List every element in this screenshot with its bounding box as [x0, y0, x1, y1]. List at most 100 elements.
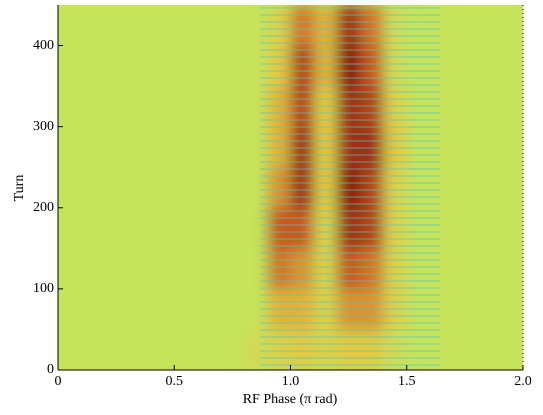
heatmap-cell [499, 45, 523, 87]
heatmap-cell [197, 167, 222, 209]
heatmap [58, 5, 523, 370]
x-tick-label: 2.0 [514, 374, 532, 389]
heatmap-cell [476, 207, 501, 249]
heatmap-cell [174, 126, 198, 168]
heatmap-cell [104, 288, 129, 330]
heatmap-cell [127, 248, 152, 290]
heatmap-cell [499, 167, 523, 209]
heatmap-cell [476, 126, 501, 168]
heatmap-cell [81, 126, 105, 168]
heatmap-cell [174, 288, 198, 330]
heatmap-cell [197, 126, 222, 168]
heatmap-cell [81, 86, 105, 128]
heatmap-cell [220, 207, 245, 249]
heatmap-cell [151, 5, 175, 47]
heatmap-cell [453, 5, 477, 47]
heatmap-cell [220, 248, 245, 290]
heatmap-cell [174, 207, 198, 249]
heatmap-cell [197, 86, 222, 128]
heatmap-cell [453, 207, 477, 249]
y-tick-label: 300 [33, 119, 54, 134]
heatmap-cell [453, 167, 477, 209]
heatmap-cell [197, 329, 222, 370]
heatmap-cell [58, 329, 82, 370]
heatmap-cell [151, 45, 175, 87]
heatmap-cell [220, 329, 245, 370]
heatmap-cell [476, 5, 501, 47]
heatmap-cell [81, 248, 105, 290]
y-tick-label: 0 [47, 362, 54, 377]
heatmap-cell [476, 329, 501, 370]
heatmap-cell [197, 207, 222, 249]
heatmap-cell [151, 86, 175, 128]
heatmap-cell [499, 329, 523, 370]
heatmap-cell [220, 126, 245, 168]
heatmap-cell [104, 45, 129, 87]
heatmap-cell [174, 45, 198, 87]
heatmap-cell [151, 126, 175, 168]
y-tick-label: 400 [33, 38, 54, 53]
heatmap-cell [453, 248, 477, 290]
heatmap-cell [174, 329, 198, 370]
heatmap-cell [453, 288, 477, 330]
heatmap-cell [499, 5, 523, 47]
heatmap-cell [104, 167, 129, 209]
heatmap-cell [127, 207, 152, 249]
heatmap-cell [81, 288, 105, 330]
heatmap-cell [476, 86, 501, 128]
heatmap-cell [220, 288, 245, 330]
heatmap-cell [58, 207, 82, 249]
heatmap-cell [174, 5, 198, 47]
heatmap-cell [58, 126, 82, 168]
heatmap-cell [220, 5, 245, 47]
heatmap-cell [197, 45, 222, 87]
heatmap-cell [220, 86, 245, 128]
y-tick-label: 200 [33, 200, 54, 215]
heatmap-cell [499, 207, 523, 249]
heatmap-cell [81, 45, 105, 87]
heatmap-cell [81, 5, 105, 47]
heatmap-cell [151, 288, 175, 330]
x-axis-label: RF Phase (π rad) [243, 392, 338, 407]
y-axis-label: Turn [12, 175, 27, 202]
x-tick-label: 0 [55, 374, 62, 389]
heatmap-cell [81, 207, 105, 249]
heatmap-cell [127, 5, 152, 47]
heatmap-cell [151, 329, 175, 370]
heatmap-cell [499, 126, 523, 168]
heatmap-cell [220, 167, 245, 209]
heatmap-cell [127, 86, 152, 128]
heatmap-cell [174, 248, 198, 290]
heatmap-cell [104, 329, 129, 370]
heatmap-cell [453, 45, 477, 87]
y-tick-label: 100 [33, 281, 54, 296]
heatmap-cell [197, 248, 222, 290]
heatmap-cell [127, 329, 152, 370]
heatmap-cell [58, 167, 82, 209]
heatmap-cell [174, 86, 198, 128]
heatmap-cell [151, 207, 175, 249]
heatmap-cell [104, 248, 129, 290]
heatmap-cell [104, 86, 129, 128]
heatmap-cell [220, 45, 245, 87]
heatmap-cell [151, 167, 175, 209]
x-tick-label: 1.0 [282, 374, 300, 389]
heatmap-cell [81, 167, 105, 209]
heatmap-cell [476, 248, 501, 290]
heatmap-cell [104, 126, 129, 168]
heatmap-cell [127, 45, 152, 87]
heatmap-cell [104, 5, 129, 47]
heatmap-cell [476, 167, 501, 209]
heatmap-cell [499, 288, 523, 330]
heatmap-cell [104, 207, 129, 249]
heatmap-cell [58, 288, 82, 330]
heatmap-cell [127, 126, 152, 168]
heatmap-cell [453, 86, 477, 128]
heatmap-cell [476, 45, 501, 87]
heatmap-cell [499, 248, 523, 290]
heatmap-cell [453, 329, 477, 370]
heatmap-cell [151, 248, 175, 290]
heatmap-cell [476, 288, 501, 330]
